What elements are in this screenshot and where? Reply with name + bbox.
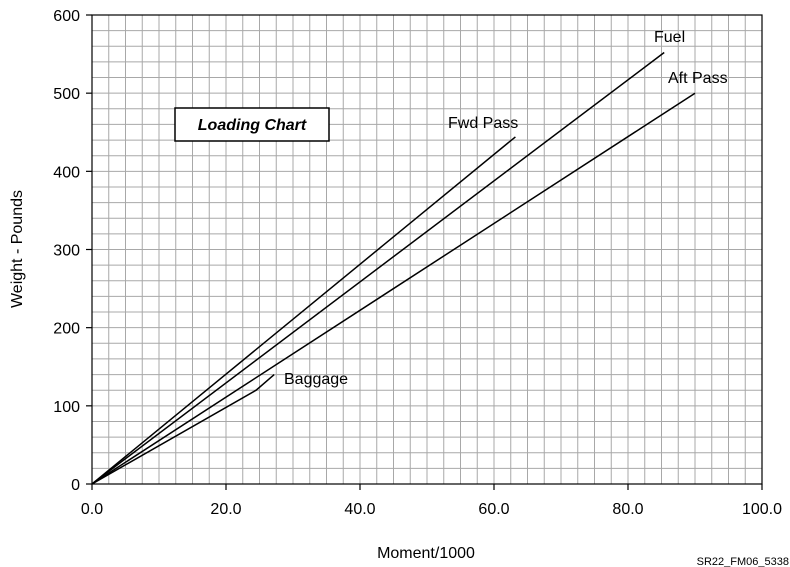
y-tick-label: 500 xyxy=(53,86,80,103)
y-axis-title: Weight - Pounds xyxy=(9,190,26,308)
series-label-aft-pass: Aft Pass xyxy=(668,70,728,87)
series-label-baggage: Baggage xyxy=(284,371,348,388)
y-tick-label: 200 xyxy=(53,321,80,338)
x-tick-label: 100.0 xyxy=(742,501,782,518)
x-tick-label: 60.0 xyxy=(478,501,509,518)
y-tick-label: 400 xyxy=(53,164,80,181)
series-line-fuel xyxy=(91,51,665,485)
x-tick-label: 80.0 xyxy=(612,501,643,518)
y-tick-label: 100 xyxy=(53,399,80,416)
chart-title-box: Loading Chart xyxy=(174,107,330,142)
x-axis-title: Moment/1000 xyxy=(377,545,475,562)
chart-title: Loading Chart xyxy=(198,117,307,134)
axis-ticks: 0.0 20.0 40.0 60.0 80.0 100.0 0 100 200 300 400 500… xyxy=(53,8,782,518)
series-line-baggage xyxy=(91,374,275,485)
y-tick-label: 0 xyxy=(71,477,80,494)
series-line-aft-pass xyxy=(91,92,696,485)
grid xyxy=(91,14,763,485)
series-line-fwd-pass xyxy=(91,136,516,485)
series-label-fwd-pass: Fwd Pass xyxy=(448,115,518,132)
y-tick-label: 300 xyxy=(53,243,80,260)
x-tick-label: 20.0 xyxy=(210,501,241,518)
x-tick-label: 0.0 xyxy=(81,501,103,518)
x-tick-label: 40.0 xyxy=(344,501,375,518)
series-lines: Fwd Pass Fuel Aft Pass Baggage xyxy=(91,29,728,485)
y-tick-label: 600 xyxy=(53,8,80,25)
series-label-fuel: Fuel xyxy=(654,29,685,46)
figure-code: SR22_FM06_5338 xyxy=(697,556,789,567)
